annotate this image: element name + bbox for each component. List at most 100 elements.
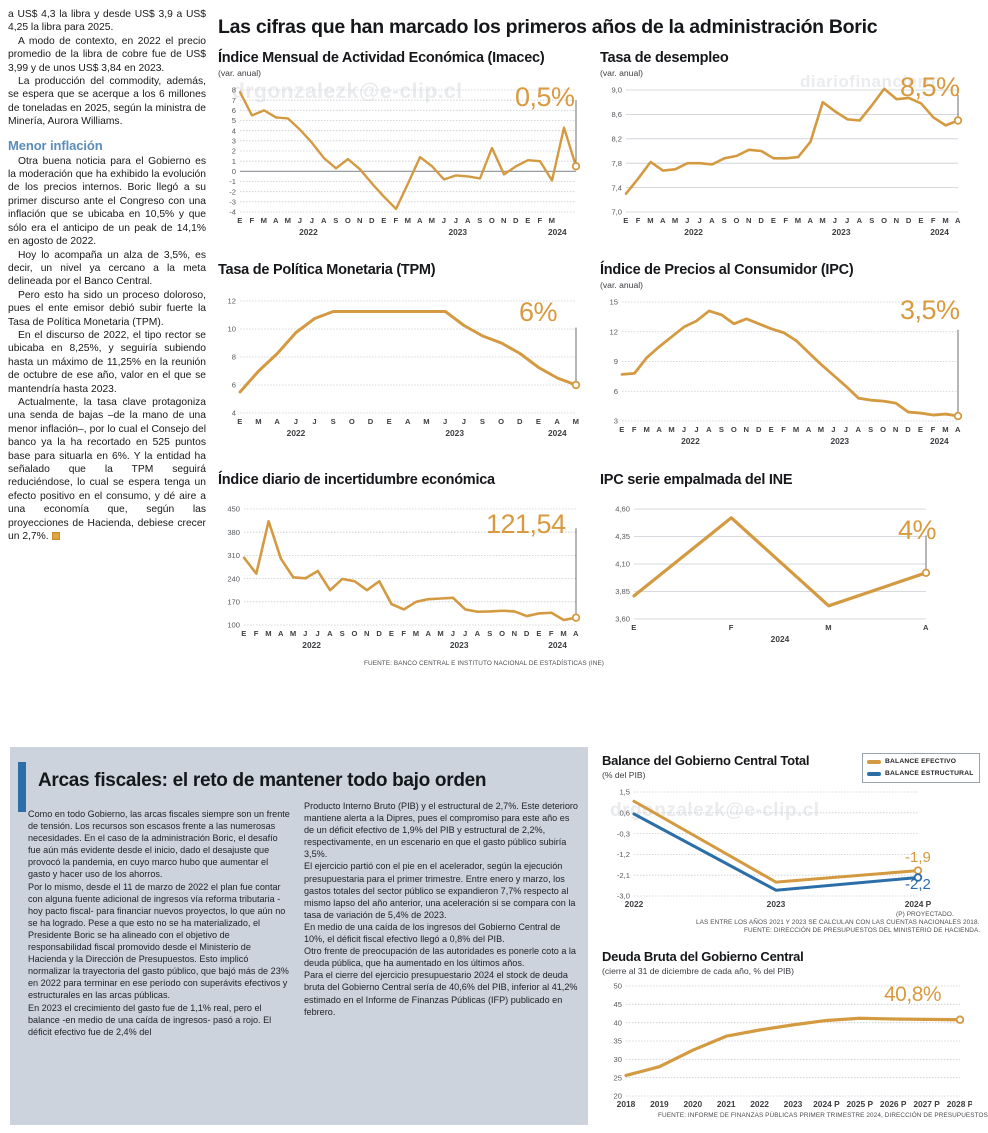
svg-text:M: M: [825, 623, 832, 632]
svg-text:2023: 2023: [767, 899, 786, 909]
svg-text:6: 6: [232, 106, 236, 115]
article-paragraph: Hoy lo acompaña un alza de 3,5%, es deci…: [8, 249, 206, 288]
svg-text:D: D: [905, 425, 911, 434]
svg-text:A: A: [405, 417, 411, 426]
svg-text:D: D: [524, 629, 530, 638]
svg-text:380: 380: [227, 528, 240, 537]
svg-text:4: 4: [232, 409, 236, 418]
svg-text:O: O: [734, 216, 740, 225]
svg-text:J: J: [310, 216, 315, 225]
svg-text:M: M: [672, 216, 679, 225]
svg-text:A: A: [278, 629, 284, 638]
svg-text:3: 3: [232, 137, 236, 146]
svg-text:M: M: [549, 216, 556, 225]
svg-text:E: E: [536, 417, 541, 426]
svg-text:O: O: [349, 417, 355, 426]
svg-text:D: D: [513, 216, 519, 225]
svg-text:A: A: [855, 425, 861, 434]
svg-text:D: D: [756, 425, 762, 434]
svg-text:A: A: [425, 629, 431, 638]
svg-text:12: 12: [228, 297, 236, 306]
chart-subtitle: (var. anual): [600, 68, 643, 78]
svg-text:J: J: [442, 216, 447, 225]
svg-text:E: E: [769, 425, 774, 434]
svg-text:F: F: [636, 216, 641, 225]
svg-text:J: J: [845, 216, 850, 225]
svg-text:J: J: [462, 417, 467, 426]
svg-text:A: A: [573, 629, 579, 638]
svg-text:O: O: [498, 417, 504, 426]
svg-text:F: F: [931, 216, 936, 225]
svg-text:J: J: [294, 417, 299, 426]
svg-text:A: A: [706, 425, 712, 434]
svg-text:2021: 2021: [717, 1099, 736, 1109]
chart-balance: Balance del Gobierno Central Total (% de…: [602, 752, 972, 922]
svg-text:0,6: 0,6: [619, 809, 630, 818]
svg-text:-3,0: -3,0: [617, 892, 630, 901]
svg-text:O: O: [880, 425, 886, 434]
svg-text:2022: 2022: [750, 1099, 769, 1109]
chart-title: Índice diario de incertidumbre económica: [218, 472, 495, 488]
fiscal-section-background: [10, 747, 588, 1125]
svg-text:E: E: [619, 425, 624, 434]
svg-text:M: M: [668, 425, 675, 434]
svg-text:2019: 2019: [650, 1099, 669, 1109]
svg-text:4: 4: [232, 126, 236, 135]
svg-text:S: S: [868, 425, 873, 434]
chart-highlight-value: 0,5%: [515, 82, 575, 112]
svg-text:2: 2: [232, 147, 236, 156]
svg-text:M: M: [261, 216, 268, 225]
chart-legend: BALANCE EFECTIVO BALANCE ESTRUCTURAL: [862, 753, 980, 783]
chart-highlight-value: 8,5%: [900, 72, 960, 102]
svg-text:3,85: 3,85: [615, 587, 630, 596]
chart-plot: -4 -3 -2 -1 0 1 2 3 4 5 6 7 8 E F M A M J J A S O N D E F M A M J J A S O N…: [218, 84, 588, 244]
article-paragraph-last: Actualmente, la tasa clave protagoniza u…: [8, 396, 206, 543]
svg-text:35: 35: [614, 1037, 622, 1046]
svg-text:240: 240: [227, 574, 240, 583]
svg-text:E: E: [771, 216, 776, 225]
svg-text:1: 1: [232, 157, 236, 166]
chart-plot: -3,0 -2,1 -1,2 -0,3 0,6 1,5 2022 2023 2024 P: [602, 786, 972, 922]
svg-text:F: F: [931, 425, 936, 434]
chart-imacec: Índice Mensual de Actividad Económica (I…: [218, 50, 588, 244]
svg-text:2022: 2022: [287, 428, 306, 438]
svg-text:E: E: [631, 623, 636, 632]
chart-tpm: Tasa de Política Monetaria (TPM) 4 6 8 10 12…: [218, 262, 588, 443]
svg-text:D: D: [906, 216, 912, 225]
svg-text:2025 P: 2025 P: [847, 1099, 874, 1109]
svg-text:2022: 2022: [299, 227, 318, 237]
svg-text:M: M: [647, 216, 654, 225]
svg-text:F: F: [401, 629, 406, 638]
svg-text:D: D: [517, 417, 523, 426]
svg-text:J: J: [682, 425, 687, 434]
svg-text:J: J: [312, 417, 317, 426]
svg-text:A: A: [656, 425, 662, 434]
article-paragraph-text: Actualmente, la tasa clave protagoniza u…: [8, 396, 206, 543]
svg-text:E: E: [237, 417, 242, 426]
svg-text:E: E: [241, 629, 246, 638]
svg-text:E: E: [381, 216, 386, 225]
svg-text:-4: -4: [229, 208, 236, 217]
svg-text:-3: -3: [229, 198, 236, 207]
balance-footnote-2: LAS ENTRE LOS AÑOS 2021 Y 2023 SE CALCUL…: [696, 919, 980, 926]
svg-text:9: 9: [614, 357, 618, 366]
fiscal-section-headline: Arcas fiscales: el reto de mantener todo…: [38, 770, 487, 791]
svg-text:2023: 2023: [830, 436, 849, 446]
svg-text:4,60: 4,60: [615, 505, 630, 514]
svg-text:2024: 2024: [548, 428, 567, 438]
svg-text:A: A: [273, 216, 279, 225]
svg-text:50: 50: [614, 982, 622, 991]
svg-text:J: J: [303, 629, 308, 638]
svg-text:0: 0: [232, 167, 236, 176]
svg-text:E: E: [237, 216, 242, 225]
svg-text:J: J: [694, 425, 699, 434]
svg-text:E: E: [918, 425, 923, 434]
svg-text:4,10: 4,10: [615, 560, 630, 569]
svg-text:J: J: [844, 425, 849, 434]
legend-swatch-estructural: [867, 772, 881, 776]
svg-text:A: A: [554, 417, 560, 426]
balance-endlabel-efectivo: -1,9: [905, 849, 931, 866]
legend-item: BALANCE EFECTIVO: [867, 757, 974, 767]
svg-text:M: M: [265, 629, 272, 638]
article-paragraph: La producción del commodity, además, se …: [8, 76, 206, 128]
